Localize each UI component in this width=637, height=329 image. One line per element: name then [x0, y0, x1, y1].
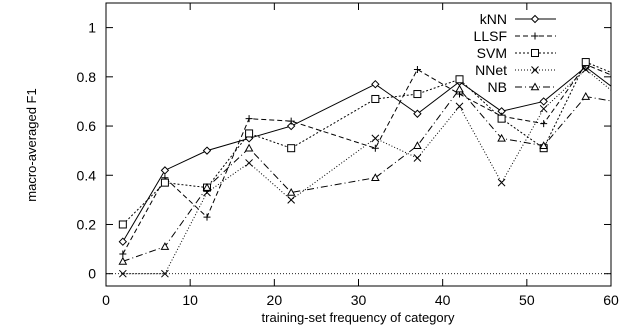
data-point-nnet — [497, 178, 506, 187]
data-point-knn — [286, 121, 296, 131]
legend-label-svm: SVM — [477, 45, 507, 61]
x-tick-label: 60 — [603, 292, 619, 308]
x-tick-label: 40 — [435, 292, 451, 308]
x-tick-label: 20 — [267, 292, 283, 308]
x-tick-label: 10 — [182, 292, 198, 308]
y-tick-label: 0.8 — [77, 69, 97, 85]
legend-marker-llsf — [531, 32, 539, 40]
legend-marker-nb — [530, 82, 540, 91]
data-point-knn — [624, 95, 631, 102]
legend-marker-nnet — [531, 66, 539, 74]
series-line-svm — [122, 61, 611, 225]
x-tick-label: 30 — [351, 292, 367, 308]
data-point-nnet — [413, 154, 422, 162]
data-point-nb — [160, 242, 170, 250]
series-line-llsf — [122, 63, 611, 255]
data-point-nb — [413, 141, 422, 150]
data-point-knn — [202, 146, 212, 155]
data-point-svm — [413, 90, 422, 99]
data-point-knn — [118, 237, 128, 246]
data-point-nnet — [161, 269, 169, 278]
data-point-svm — [371, 94, 380, 103]
x-tick-label: 50 — [519, 292, 535, 308]
data-point-nnet — [245, 159, 253, 167]
legend-label-nb: NB — [488, 79, 507, 95]
data-point-svm — [160, 178, 169, 187]
y-tick-label: 0.2 — [77, 216, 97, 232]
data-point-llsf — [540, 120, 548, 128]
legend-label-knn: kNN — [480, 11, 507, 27]
data-point-nb — [497, 133, 506, 142]
data-point-nb — [244, 143, 254, 152]
data-point-svm — [287, 144, 296, 153]
data-point-nnet — [539, 104, 548, 113]
data-point-nb — [118, 256, 128, 265]
data-point-svm — [624, 76, 631, 83]
legend-label-llsf: LLSF — [474, 28, 507, 44]
data-point-svm — [455, 75, 464, 84]
series-line-nb — [122, 88, 611, 262]
y-tick-label: 0.4 — [77, 167, 97, 183]
data-point-llsf — [371, 144, 379, 152]
data-point-nnet — [287, 196, 296, 204]
axes: 00.20.40.60.810 10 20 30 40 50 60 — [77, 2, 619, 308]
data-point-llsf — [413, 65, 421, 73]
data-point-svm — [497, 114, 506, 123]
y-tick-label: 1 — [88, 20, 96, 36]
y-tick-label: 0 — [88, 266, 96, 282]
data-point-nnet — [371, 134, 380, 143]
data-point-knn — [371, 80, 380, 89]
data-point-nnet — [118, 269, 127, 278]
y-axis-label: macro-averaged F1 — [24, 88, 39, 201]
data-point-llsf — [287, 117, 295, 125]
data-point-nb — [624, 100, 631, 106]
data-point-nb — [455, 84, 464, 93]
data-point-svm — [118, 220, 127, 229]
data-point-nb — [581, 91, 591, 100]
series-line-knn — [122, 66, 611, 242]
data-point-llsf — [119, 250, 127, 258]
data-point-nb — [202, 183, 212, 191]
x-tick-label: 0 — [102, 292, 110, 308]
data-point-knn — [539, 97, 548, 106]
legend-marker-knn — [530, 14, 540, 24]
data-point-nb — [370, 173, 380, 182]
data-point-svm — [245, 129, 254, 138]
plot-frame — [105, 2, 612, 287]
data-point-svm — [581, 58, 590, 67]
data-point-nb — [539, 141, 549, 150]
legend-marker-svm — [531, 49, 539, 57]
data-point-nb — [286, 187, 296, 196]
x-axis-label: training-set frequency of category — [262, 310, 455, 325]
data-point-nnet — [624, 100, 631, 107]
data-point-knn — [160, 166, 170, 175]
y-tick-label: 0.6 — [77, 118, 97, 134]
series-group — [118, 58, 631, 278]
data-point-llsf — [245, 115, 253, 123]
data-point-llsf — [203, 213, 211, 221]
data-point-nnet — [455, 102, 464, 111]
data-point-nnet — [581, 65, 590, 74]
data-point-llsf — [624, 78, 631, 85]
legend-label-nnet: NNet — [475, 62, 507, 78]
data-point-knn — [413, 109, 422, 118]
